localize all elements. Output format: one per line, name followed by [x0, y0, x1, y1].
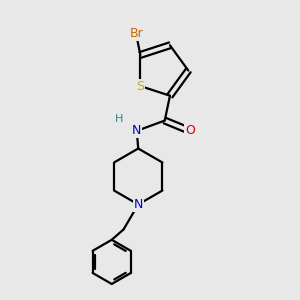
Text: H: H: [115, 114, 123, 124]
Text: S: S: [136, 80, 144, 93]
Text: N: N: [134, 198, 143, 211]
Text: O: O: [185, 124, 195, 137]
Text: Br: Br: [129, 27, 143, 40]
Text: N: N: [132, 124, 141, 137]
